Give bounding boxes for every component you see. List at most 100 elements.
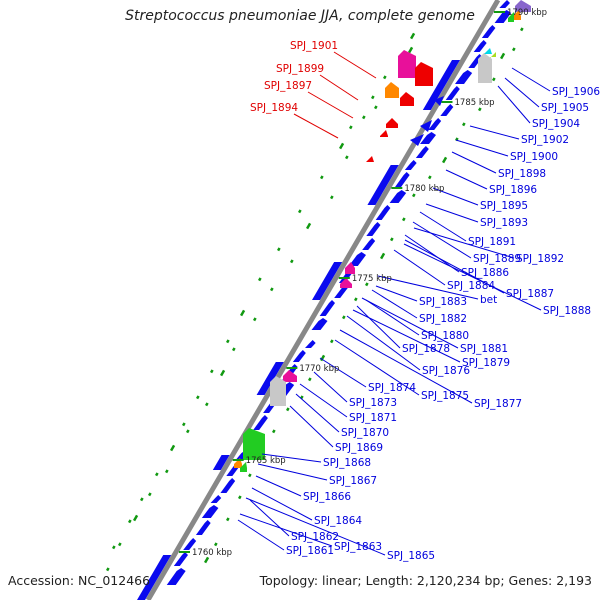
connector-reverse xyxy=(511,67,551,92)
track-marker xyxy=(512,47,516,52)
track-marker xyxy=(345,155,349,160)
genome-summary: Topology: linear; Length: 2,120,234 bp; … xyxy=(259,573,592,588)
track-marker xyxy=(253,317,257,322)
gene-label-forward: SPJ_1901 xyxy=(290,40,338,52)
gene-label-reverse: SPJ_1878 xyxy=(402,343,450,355)
connector-reverse xyxy=(504,77,540,108)
connector-reverse xyxy=(425,203,479,223)
accession-text: Accession: NC_012466 xyxy=(8,573,151,588)
track-marker xyxy=(140,497,144,502)
connector-reverse xyxy=(289,405,334,448)
gene-block-pink xyxy=(345,262,355,274)
gene-reverse-block xyxy=(305,340,316,348)
track-marker xyxy=(248,473,252,478)
gene-reverse-block xyxy=(420,132,436,144)
gene-label-reverse: SPJ_1870 xyxy=(341,427,389,439)
track-marker xyxy=(148,492,152,497)
gene-label-reverse: SPJ_1877 xyxy=(474,398,522,410)
track-marker xyxy=(298,209,302,214)
track-marker xyxy=(330,195,334,200)
gene-reverse-block xyxy=(319,300,335,316)
gene-block-forward xyxy=(415,62,433,86)
gene-reverse-block xyxy=(137,555,172,600)
connector-forward xyxy=(293,113,339,139)
gene-block-spj-1899 xyxy=(385,82,399,98)
gene-label-reverse: SPJ_1902 xyxy=(521,134,569,146)
connector-reverse xyxy=(239,513,333,547)
gene-label-reverse: SPJ_1880 xyxy=(421,330,469,342)
track-marker xyxy=(383,75,387,80)
track-marker xyxy=(500,52,506,60)
gene-block-spj-1897 xyxy=(400,92,414,106)
track-marker xyxy=(220,369,226,377)
track-marker xyxy=(412,193,416,198)
track-marker xyxy=(342,315,346,320)
gene-reverse-block xyxy=(481,25,496,38)
gene-label-reverse: SPJ_1868 xyxy=(323,457,371,469)
track-marker xyxy=(226,517,230,522)
track-marker xyxy=(478,107,482,112)
gene-reverse-block xyxy=(440,104,454,116)
connector-reverse xyxy=(412,221,472,259)
track-marker xyxy=(106,567,110,572)
gene-label-reverse: SPJ_1905 xyxy=(541,102,589,114)
gene-blocks xyxy=(137,0,531,600)
connector-reverse xyxy=(451,151,497,174)
connector-reverse xyxy=(313,371,348,403)
gene-block-green xyxy=(508,12,514,22)
gene-label-reverse: SPJ_1865 xyxy=(387,550,435,562)
gene-reverse-block xyxy=(499,0,510,8)
track-marker xyxy=(186,429,190,434)
gene-label-reverse: SPJ_1883 xyxy=(419,296,467,308)
connector-reverse xyxy=(403,243,542,311)
gene-label-reverse: SPJ_1867 xyxy=(329,475,377,487)
track-marker xyxy=(408,46,414,54)
gene-block-green xyxy=(243,428,265,460)
track-marker xyxy=(380,252,386,260)
scale-tick-label: 1770 kbp xyxy=(299,364,339,374)
gene-reverse-block xyxy=(468,54,483,68)
track-marker xyxy=(196,395,200,400)
gene-reverse-block xyxy=(220,478,236,493)
gene-label-reverse: SPJ_1866 xyxy=(303,491,351,503)
track-marker xyxy=(165,469,169,474)
gene-block-gray xyxy=(270,376,286,406)
track-marker xyxy=(182,422,186,427)
gene-block-forward xyxy=(380,130,388,137)
connector-reverse xyxy=(249,499,290,537)
connector-reverse xyxy=(361,297,459,349)
connector-reverse xyxy=(295,393,340,433)
track-marker xyxy=(330,339,334,344)
gene-block-pink xyxy=(340,278,352,288)
track-marker xyxy=(155,472,159,477)
gene-reverse-block xyxy=(494,10,512,23)
track-marker xyxy=(270,287,274,292)
gene-reverse-block xyxy=(428,118,442,130)
gene-label-reverse: SPJ_1895 xyxy=(480,200,528,212)
track-marker xyxy=(308,377,312,382)
connector-reverse xyxy=(334,339,420,396)
gene-reverse-block xyxy=(455,70,473,84)
gene-reverse-block xyxy=(445,86,460,100)
track-marker xyxy=(286,407,290,412)
scale-tick-label: 1775 kbp xyxy=(352,274,392,284)
track-marker xyxy=(362,115,366,120)
scale-tick-label: 1785 kbp xyxy=(455,98,495,108)
scale-tick-label: 1760 kbp xyxy=(192,548,232,558)
connector-reverse xyxy=(255,475,302,497)
track-marker xyxy=(277,247,281,252)
gene-label-reverse: SPJ_1898 xyxy=(498,168,546,180)
gene-reverse-block xyxy=(473,40,487,52)
gene-label-reverse: SPJ_1896 xyxy=(489,184,537,196)
track-marker xyxy=(226,339,230,344)
track-marker xyxy=(290,259,294,264)
track-marker xyxy=(520,27,524,32)
gene-reverse-block xyxy=(312,262,343,300)
gene-block-forward xyxy=(366,156,374,162)
gene-label-reverse: SPJ_1886 xyxy=(461,267,509,279)
connector-reverse xyxy=(365,299,420,336)
gene-reverse-block xyxy=(166,568,186,585)
track-marker xyxy=(204,556,210,564)
track-marker xyxy=(462,122,466,127)
track-marker xyxy=(365,282,369,287)
